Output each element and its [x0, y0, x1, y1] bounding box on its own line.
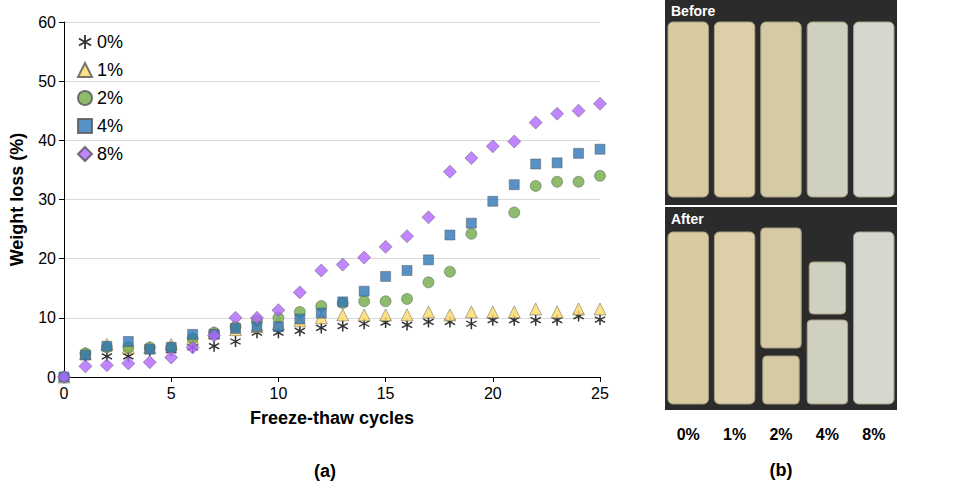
svg-text:Before: Before: [671, 3, 716, 19]
svg-text:40: 40: [38, 132, 56, 149]
svg-text:Freeze-thaw cycles: Freeze-thaw cycles: [250, 408, 414, 428]
svg-text:5: 5: [167, 385, 176, 402]
svg-text:0%: 0%: [677, 426, 700, 443]
svg-text:8%: 8%: [862, 426, 885, 443]
svg-text:50: 50: [38, 73, 56, 90]
svg-text:0: 0: [47, 369, 56, 386]
svg-text:4%: 4%: [816, 426, 839, 443]
svg-text:(a): (a): [314, 461, 336, 481]
svg-text:30: 30: [38, 191, 56, 208]
svg-text:20: 20: [484, 385, 502, 402]
svg-text:1%: 1%: [97, 60, 123, 80]
svg-text:After: After: [671, 211, 704, 227]
svg-text:0: 0: [60, 385, 69, 402]
svg-text:2%: 2%: [97, 88, 123, 108]
svg-text:0%: 0%: [97, 32, 123, 52]
svg-text:8%: 8%: [97, 144, 123, 164]
svg-text:Weight loss (%): Weight loss (%): [7, 133, 27, 267]
svg-text:60: 60: [38, 14, 56, 31]
svg-text:1%: 1%: [723, 426, 746, 443]
svg-text:20: 20: [38, 250, 56, 267]
svg-text:(b): (b): [770, 460, 793, 480]
svg-text:10: 10: [38, 309, 56, 326]
svg-text:25: 25: [591, 385, 609, 402]
svg-text:10: 10: [270, 385, 288, 402]
svg-text:2%: 2%: [769, 426, 792, 443]
svg-text:15: 15: [377, 385, 395, 402]
svg-text:4%: 4%: [97, 116, 123, 136]
